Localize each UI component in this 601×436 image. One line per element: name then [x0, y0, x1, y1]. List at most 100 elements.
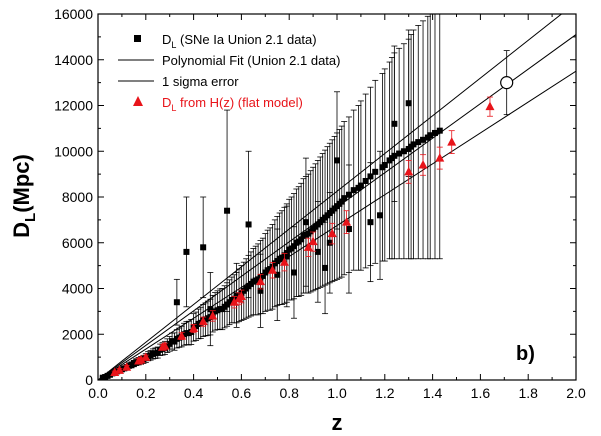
data-point: [173, 299, 180, 306]
data-point: [410, 141, 417, 148]
data-point: [233, 292, 240, 299]
data-point: [391, 120, 398, 127]
data-point: [427, 132, 434, 139]
y-tick-label: 16000: [54, 6, 93, 22]
data-point: [420, 136, 427, 143]
data-point: [362, 177, 369, 184]
data-point: [345, 226, 352, 233]
data-point: [183, 248, 190, 255]
data-point: [302, 219, 309, 226]
data-point: [115, 365, 125, 374]
x-axis-title: z: [332, 410, 343, 435]
legend-label: DL (SNe Ia Union 2.1 data): [162, 32, 317, 50]
data-point: [400, 148, 407, 155]
axes: 0.0 0.2 0.4 0.6 0.8 1.0 1.2 1.4 1.6 1.8 2.0 0 2000 40…: [54, 6, 586, 401]
legend-label-rest: from H(z) (flat model): [176, 95, 302, 110]
x-tick-label: 0.2: [136, 385, 156, 401]
y-tick-label: 4000: [62, 281, 93, 297]
data-point: [257, 287, 264, 294]
x-tick-label: 0.4: [184, 385, 204, 401]
plot-content: [98, 14, 576, 380]
legend-label: DL from H(z) (flat model): [162, 95, 303, 113]
data-point: [236, 291, 246, 301]
x-tick-label: 1.0: [327, 385, 347, 401]
data-point: [377, 212, 384, 219]
data-point: [341, 195, 348, 202]
data-point: [334, 157, 340, 164]
data-point: [435, 153, 445, 162]
y-tick-label: 2000: [62, 326, 93, 342]
y-tick-label: 8000: [62, 189, 93, 205]
data-point: [367, 219, 374, 226]
legend-label: Polynomial Fit (Union 2.1 data): [162, 53, 340, 68]
data-point: [229, 297, 239, 306]
data-point: [136, 354, 146, 364]
legend-label-main: Polynomial Fit (Union 2.1 data): [162, 53, 340, 68]
data-point: [372, 168, 379, 175]
data-point: [224, 207, 231, 214]
y-tick-label: 0: [85, 372, 93, 388]
y-tick-label: 6000: [62, 235, 93, 251]
legend-item-0: DL (SNe Ia Union 2.1 data): [134, 32, 317, 50]
data-point: [279, 257, 289, 266]
data-point: [308, 236, 318, 246]
data-point: [350, 187, 357, 194]
data-point: [283, 253, 290, 260]
data-point: [327, 228, 337, 238]
y-axis-title-unit: (Mpc): [9, 154, 34, 213]
data-point: [122, 362, 132, 371]
data-point: [208, 310, 218, 320]
data-point: [342, 217, 352, 226]
data-point: [447, 137, 457, 146]
legend-item-2: 1 sigma error: [118, 74, 239, 89]
legend-label-sub: L: [171, 40, 176, 50]
x-tick-label: 0.8: [279, 385, 299, 401]
data-point: [189, 323, 199, 333]
legend: DL (SNe Ia Union 2.1 data)Polynomial Fit…: [118, 32, 340, 113]
data-point: [303, 242, 313, 251]
legend-label: 1 sigma error: [162, 74, 239, 89]
data-point: [198, 316, 208, 326]
data-point: [436, 127, 443, 134]
x-tick-label: 1.2: [375, 385, 395, 401]
data-point: [485, 101, 495, 111]
data-point: [245, 221, 252, 228]
data-point: [381, 161, 388, 168]
legend-label-main: D: [162, 32, 171, 47]
x-tick-label: 1.6: [471, 385, 491, 401]
series-1: [110, 96, 495, 376]
data-point: [314, 248, 321, 255]
data-point: [267, 265, 277, 274]
data-point: [322, 264, 329, 271]
x-tick-label: 1.4: [423, 385, 443, 401]
data-point: [259, 272, 266, 279]
legend-label-main: D: [162, 95, 171, 110]
data-point: [405, 100, 412, 107]
legend-marker-square: [134, 35, 141, 42]
data-point: [357, 182, 364, 189]
data-point: [396, 150, 403, 157]
legend-label-rest: (SNe Ia Union 2.1 data): [176, 32, 316, 47]
y-axis-title-main: D: [9, 222, 34, 238]
data-point: [141, 352, 151, 361]
data-point: [274, 271, 281, 278]
legend-label-main: 1 sigma error: [162, 74, 239, 89]
legend-marker-triangle: [133, 96, 143, 106]
y-tick-label: 10000: [54, 143, 93, 159]
data-point: [290, 269, 297, 276]
y-axis-title: DL(Mpc): [9, 154, 39, 238]
data-point: [160, 341, 170, 350]
data-point: [200, 244, 207, 251]
data-point: [415, 139, 422, 146]
data-point: [431, 129, 438, 136]
y-tick-label: 12000: [54, 98, 93, 114]
data-point: [207, 306, 214, 313]
data-point: [418, 159, 428, 169]
x-tick-label: 2.0: [566, 385, 586, 401]
data-point: [404, 166, 414, 176]
data-point: [177, 331, 187, 340]
series-2: [500, 50, 514, 116]
x-tick-label: 1.8: [518, 385, 538, 401]
y-tick-label: 14000: [54, 52, 93, 68]
